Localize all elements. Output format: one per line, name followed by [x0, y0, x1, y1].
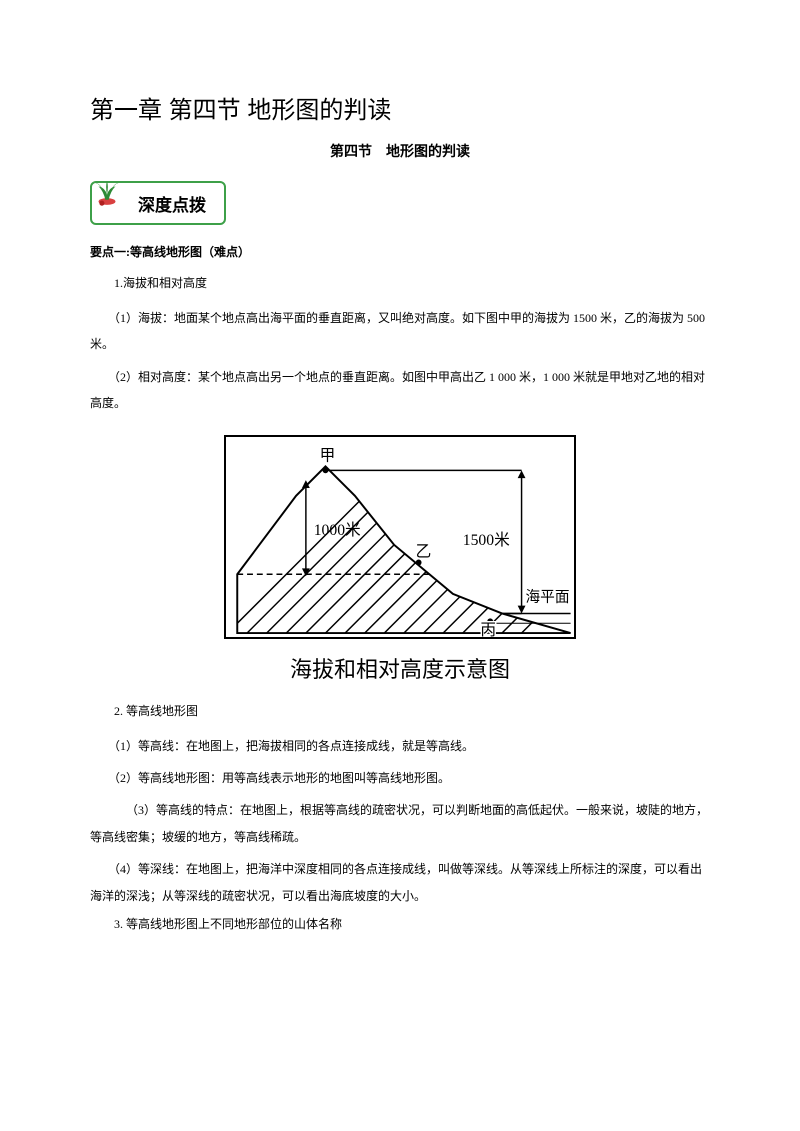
keypoint-heading: 要点一:等高线地形图（难点） — [90, 243, 710, 260]
label-jia: 甲 — [320, 447, 336, 464]
section-1-p2: （2）相对高度：某个地点高出另一个地点的垂直距离。如图中甲高出乙 1 000 米… — [90, 364, 710, 417]
label-sealevel: 海平面 — [525, 588, 569, 605]
section-1-p1: （1）海拔：地面某个地点高出海平面的垂直距离，又叫绝对高度。如下图中甲的海拔为 … — [90, 305, 710, 358]
section-2-p2: （2）等高线地形图：用等高线表示地形的地图叫等高线地形图。 — [90, 765, 710, 791]
diagram-caption: 海拔和相对高度示意图 — [90, 652, 710, 684]
plant-icon — [90, 176, 124, 210]
callout-label: 深度点拨 — [138, 191, 206, 216]
label-bing: 丙 — [480, 622, 496, 639]
label-1000m: 1000米 — [314, 521, 361, 539]
callout-depth-tips: 深度点拨 — [90, 181, 226, 225]
section-2-p4: （4）等深线：在地图上，把海洋中深度相同的各点连接成线，叫做等深线。从等深线上所… — [90, 856, 710, 909]
section-3-num: 3. 等高线地形图上不同地形部位的山体名称 — [90, 915, 710, 932]
page-title: 第一章 第四节 地形图的判读 — [90, 90, 710, 125]
section-2-p1: （1）等高线：在地图上，把海拔相同的各点连接成线，就是等高线。 — [90, 733, 710, 759]
elevation-diagram: 甲 乙 丙 丙 海平面 1000米 1500米 — [90, 435, 710, 644]
page-subtitle: 第四节 地形图的判读 — [90, 141, 710, 161]
label-1500m: 1500米 — [463, 530, 510, 548]
section-2-p3: （3）等高线的特点：在地图上，根据等高线的疏密状况，可以判断地面的高低起伏。一般… — [90, 797, 710, 850]
section-1-num: 1.海拔和相对高度 — [90, 274, 710, 291]
section-2-num: 2. 等高线地形图 — [90, 702, 710, 719]
label-yi: 乙 — [416, 543, 432, 560]
